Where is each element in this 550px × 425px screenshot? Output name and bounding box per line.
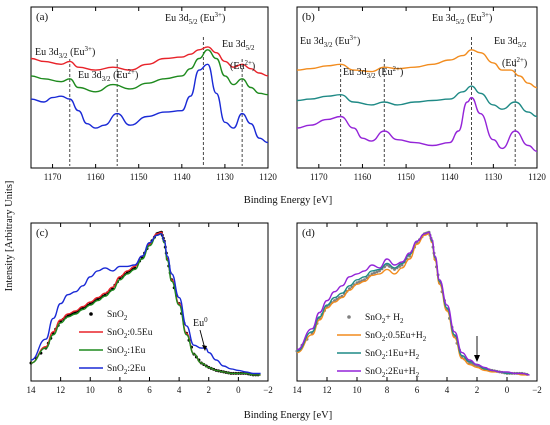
x-tick-label: 6 bbox=[147, 385, 152, 395]
x-tick-label: 1170 bbox=[310, 172, 328, 182]
x-tick-label: 14 bbox=[293, 385, 303, 395]
legend-entry: SnO2:0.5Eu bbox=[79, 328, 153, 340]
x-tick-label: 8 bbox=[385, 385, 390, 395]
data-point bbox=[378, 269, 381, 273]
x-tick-label: 14 bbox=[27, 385, 37, 395]
legend-entry: SnO2:0.5Eu+H2 bbox=[337, 331, 427, 343]
series-line-0 bbox=[296, 49, 538, 89]
legend-entry: SnO2:1Eu+H2 bbox=[337, 349, 420, 361]
x-axis-label-top: Binding Energy [eV] bbox=[244, 195, 332, 206]
x-tick-label: 2 bbox=[207, 385, 212, 395]
legend-label: SnO2 bbox=[107, 310, 128, 322]
legend-label: SnO2+ H2 bbox=[365, 313, 404, 325]
data-point bbox=[393, 267, 396, 271]
x-tick-label: 1150 bbox=[130, 172, 148, 182]
legend-entry: SnO2:2Eu+H2 bbox=[337, 367, 420, 379]
x-tick-label: 12 bbox=[323, 385, 332, 395]
x-tick-label: −2 bbox=[532, 385, 542, 395]
plot-frame bbox=[30, 222, 269, 382]
x-axis-label-bottom: Binding Energy [eV] bbox=[244, 410, 332, 421]
x-tick-label: 6 bbox=[415, 385, 420, 395]
x-tick-label: 8 bbox=[118, 385, 123, 395]
panel-label: (d) bbox=[302, 227, 315, 239]
x-tick-label: 1170 bbox=[44, 172, 62, 182]
data-point bbox=[375, 270, 379, 274]
panel-1: 1170 1160 1150 1140 1130 1120 (b) Eu 3d3/2 (Eu3… bbox=[296, 6, 546, 182]
legend-entry: SnO2 bbox=[89, 310, 128, 322]
legend-marker bbox=[347, 315, 351, 319]
series-line-0 bbox=[30, 46, 269, 77]
x-tick-label: 4 bbox=[445, 385, 450, 395]
x-tick-label: 12 bbox=[56, 385, 65, 395]
annotation-eu0: Eu0 bbox=[193, 316, 208, 329]
series-line-1 bbox=[296, 233, 530, 376]
x-tick-label: 4 bbox=[177, 385, 182, 395]
x-tick-label: 1140 bbox=[173, 172, 191, 182]
x-tick-label: 1120 bbox=[259, 172, 277, 182]
plot-frame bbox=[296, 6, 538, 169]
annotation-label: Eu 3d3/2 (Eu3+) bbox=[35, 45, 95, 60]
series-line-2 bbox=[296, 96, 538, 152]
x-tick-label: 1150 bbox=[397, 172, 415, 182]
legend-entry: SnO2:2Eu bbox=[79, 364, 146, 376]
legend-entry: SnO2+ H2 bbox=[347, 313, 404, 325]
annotation-label: Eu 3d3/2 (Eu2+) bbox=[343, 65, 403, 80]
panel-label: (b) bbox=[302, 11, 315, 23]
panel-label: (c) bbox=[36, 227, 49, 239]
series-line-3 bbox=[296, 231, 530, 376]
arrow-head bbox=[202, 345, 207, 351]
x-tick-label: 2 bbox=[475, 385, 480, 395]
x-tick-label: 0 bbox=[236, 385, 241, 395]
annotation-label: Eu 3d3/2 (Eu2+) bbox=[78, 68, 138, 83]
legend-label: SnO2:0.5Eu bbox=[107, 328, 153, 340]
annotation-label: Eu 3d5/2 (Eu3+) bbox=[165, 11, 225, 26]
x-tick-label: 10 bbox=[86, 385, 96, 395]
series-line-3 bbox=[30, 233, 261, 375]
panel-2: 14 12 10 8 6 4 2 0 −2 (c) Eu0 SnO2 SnO2:0.5Eu SnO2:1E… bbox=[27, 222, 273, 395]
legend-label: SnO2:2Eu+H2 bbox=[365, 367, 420, 379]
plot-frame bbox=[30, 6, 269, 169]
x-tick-label: 1160 bbox=[354, 172, 372, 182]
x-tick-label: 1130 bbox=[485, 172, 503, 182]
series-line-2 bbox=[30, 63, 269, 144]
panel-label: (a) bbox=[36, 11, 49, 23]
x-tick-label: 1140 bbox=[441, 172, 459, 182]
x-tick-label: 0 bbox=[505, 385, 510, 395]
annotation-label-line2: (Eu2+) bbox=[230, 59, 255, 72]
legend-label: SnO2:1Eu+H2 bbox=[365, 349, 420, 361]
legend-label: SnO2:2Eu bbox=[107, 364, 146, 376]
x-tick-label: 1120 bbox=[528, 172, 546, 182]
x-tick-label: 1160 bbox=[87, 172, 105, 182]
annotation-label: Eu 3d5/2 bbox=[222, 39, 255, 52]
legend-marker bbox=[89, 312, 93, 316]
y-axis-label: Intensity [Arbitrary Units] bbox=[4, 181, 15, 292]
panel-0: 1170 1160 1150 1140 1130 1120 (a) Eu 3d3/2 (Eu3… bbox=[30, 6, 277, 182]
legend-label: SnO2:0.5Eu+H2 bbox=[365, 331, 427, 343]
x-tick-label: −2 bbox=[263, 385, 273, 395]
x-tick-label: 1130 bbox=[216, 172, 234, 182]
data-point bbox=[373, 271, 376, 275]
legend-entry: SnO2:1Eu bbox=[79, 346, 146, 358]
series-line-2 bbox=[30, 233, 261, 376]
annotation-label: Eu 3d5/2 (Eu3+) bbox=[432, 11, 492, 26]
series-line-1 bbox=[296, 85, 538, 118]
x-tick-label: 10 bbox=[353, 385, 363, 395]
arrow-head bbox=[474, 355, 480, 362]
series-line-1 bbox=[30, 49, 269, 96]
legend-label: SnO2:1Eu bbox=[107, 346, 146, 358]
panel-3: 14 12 10 8 6 4 2 0 −2 (d) SnO2+ H2 SnO2:0.5Eu+H2 SnO… bbox=[293, 222, 542, 395]
annotation-label: Eu 3d3/2 (Eu3+) bbox=[300, 34, 360, 49]
annotation-label: Eu 3d5/2 bbox=[494, 36, 527, 49]
annotation-label-line2: (Eu2+) bbox=[502, 56, 527, 69]
data-point bbox=[370, 272, 374, 276]
